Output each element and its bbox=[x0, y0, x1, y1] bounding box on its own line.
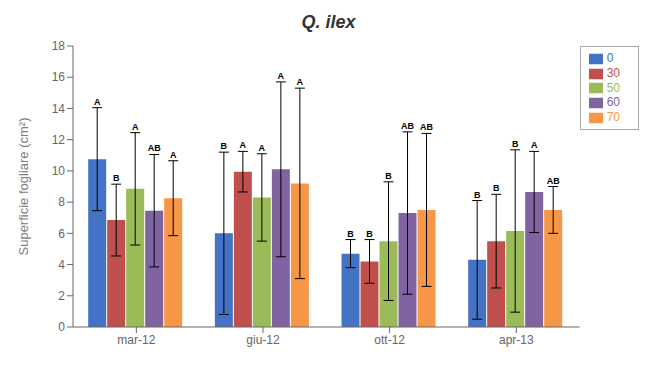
html-text:70: 70 bbox=[606, 110, 620, 125]
svg-text:ott-12: ott-12 bbox=[374, 333, 405, 347]
svg-text:apr-13: apr-13 bbox=[499, 333, 534, 347]
svg-text:B: B bbox=[512, 139, 519, 149]
svg-text:AB: AB bbox=[401, 121, 414, 131]
svg-text:18: 18 bbox=[52, 39, 66, 53]
svg-text:B: B bbox=[493, 183, 500, 193]
svg-text:B: B bbox=[474, 190, 481, 200]
svg-text:14: 14 bbox=[52, 102, 66, 116]
svg-text:B: B bbox=[385, 171, 392, 181]
html-text:50: 50 bbox=[606, 80, 620, 95]
html-text:30: 30 bbox=[606, 65, 620, 80]
svg-text:6: 6 bbox=[58, 227, 65, 241]
svg-text:A: A bbox=[297, 77, 304, 87]
svg-text:A: A bbox=[259, 143, 266, 153]
svg-text:mar-12: mar-12 bbox=[117, 333, 155, 347]
svg-text:AB: AB bbox=[547, 176, 560, 186]
html-text:60: 60 bbox=[606, 95, 620, 110]
html-text:Q. ilex: Q. ilex bbox=[301, 12, 356, 32]
svg-text:B: B bbox=[221, 141, 228, 151]
svg-text:10: 10 bbox=[52, 164, 66, 178]
svg-text:A: A bbox=[278, 71, 285, 81]
svg-text:2: 2 bbox=[58, 289, 65, 303]
svg-text:B: B bbox=[366, 229, 373, 239]
svg-text:12: 12 bbox=[52, 133, 66, 147]
svg-text:0: 0 bbox=[58, 320, 65, 334]
svg-text:AB: AB bbox=[420, 122, 433, 132]
svg-text:giu-12: giu-12 bbox=[246, 333, 280, 347]
svg-text:Superficie fogliare (cm²): Superficie fogliare (cm²) bbox=[16, 118, 31, 256]
svg-text:A: A bbox=[132, 122, 139, 132]
svg-text:4: 4 bbox=[58, 258, 65, 272]
svg-text:AB: AB bbox=[148, 143, 161, 153]
svg-text:A: A bbox=[240, 140, 247, 150]
svg-text:16: 16 bbox=[52, 70, 66, 84]
svg-text:B: B bbox=[347, 229, 354, 239]
svg-text:B: B bbox=[113, 173, 120, 183]
html-text:0: 0 bbox=[606, 51, 614, 65]
svg-text:A: A bbox=[170, 150, 177, 160]
svg-text:A: A bbox=[94, 97, 101, 107]
svg-text:8: 8 bbox=[58, 195, 65, 209]
svg-text:A: A bbox=[531, 140, 538, 150]
